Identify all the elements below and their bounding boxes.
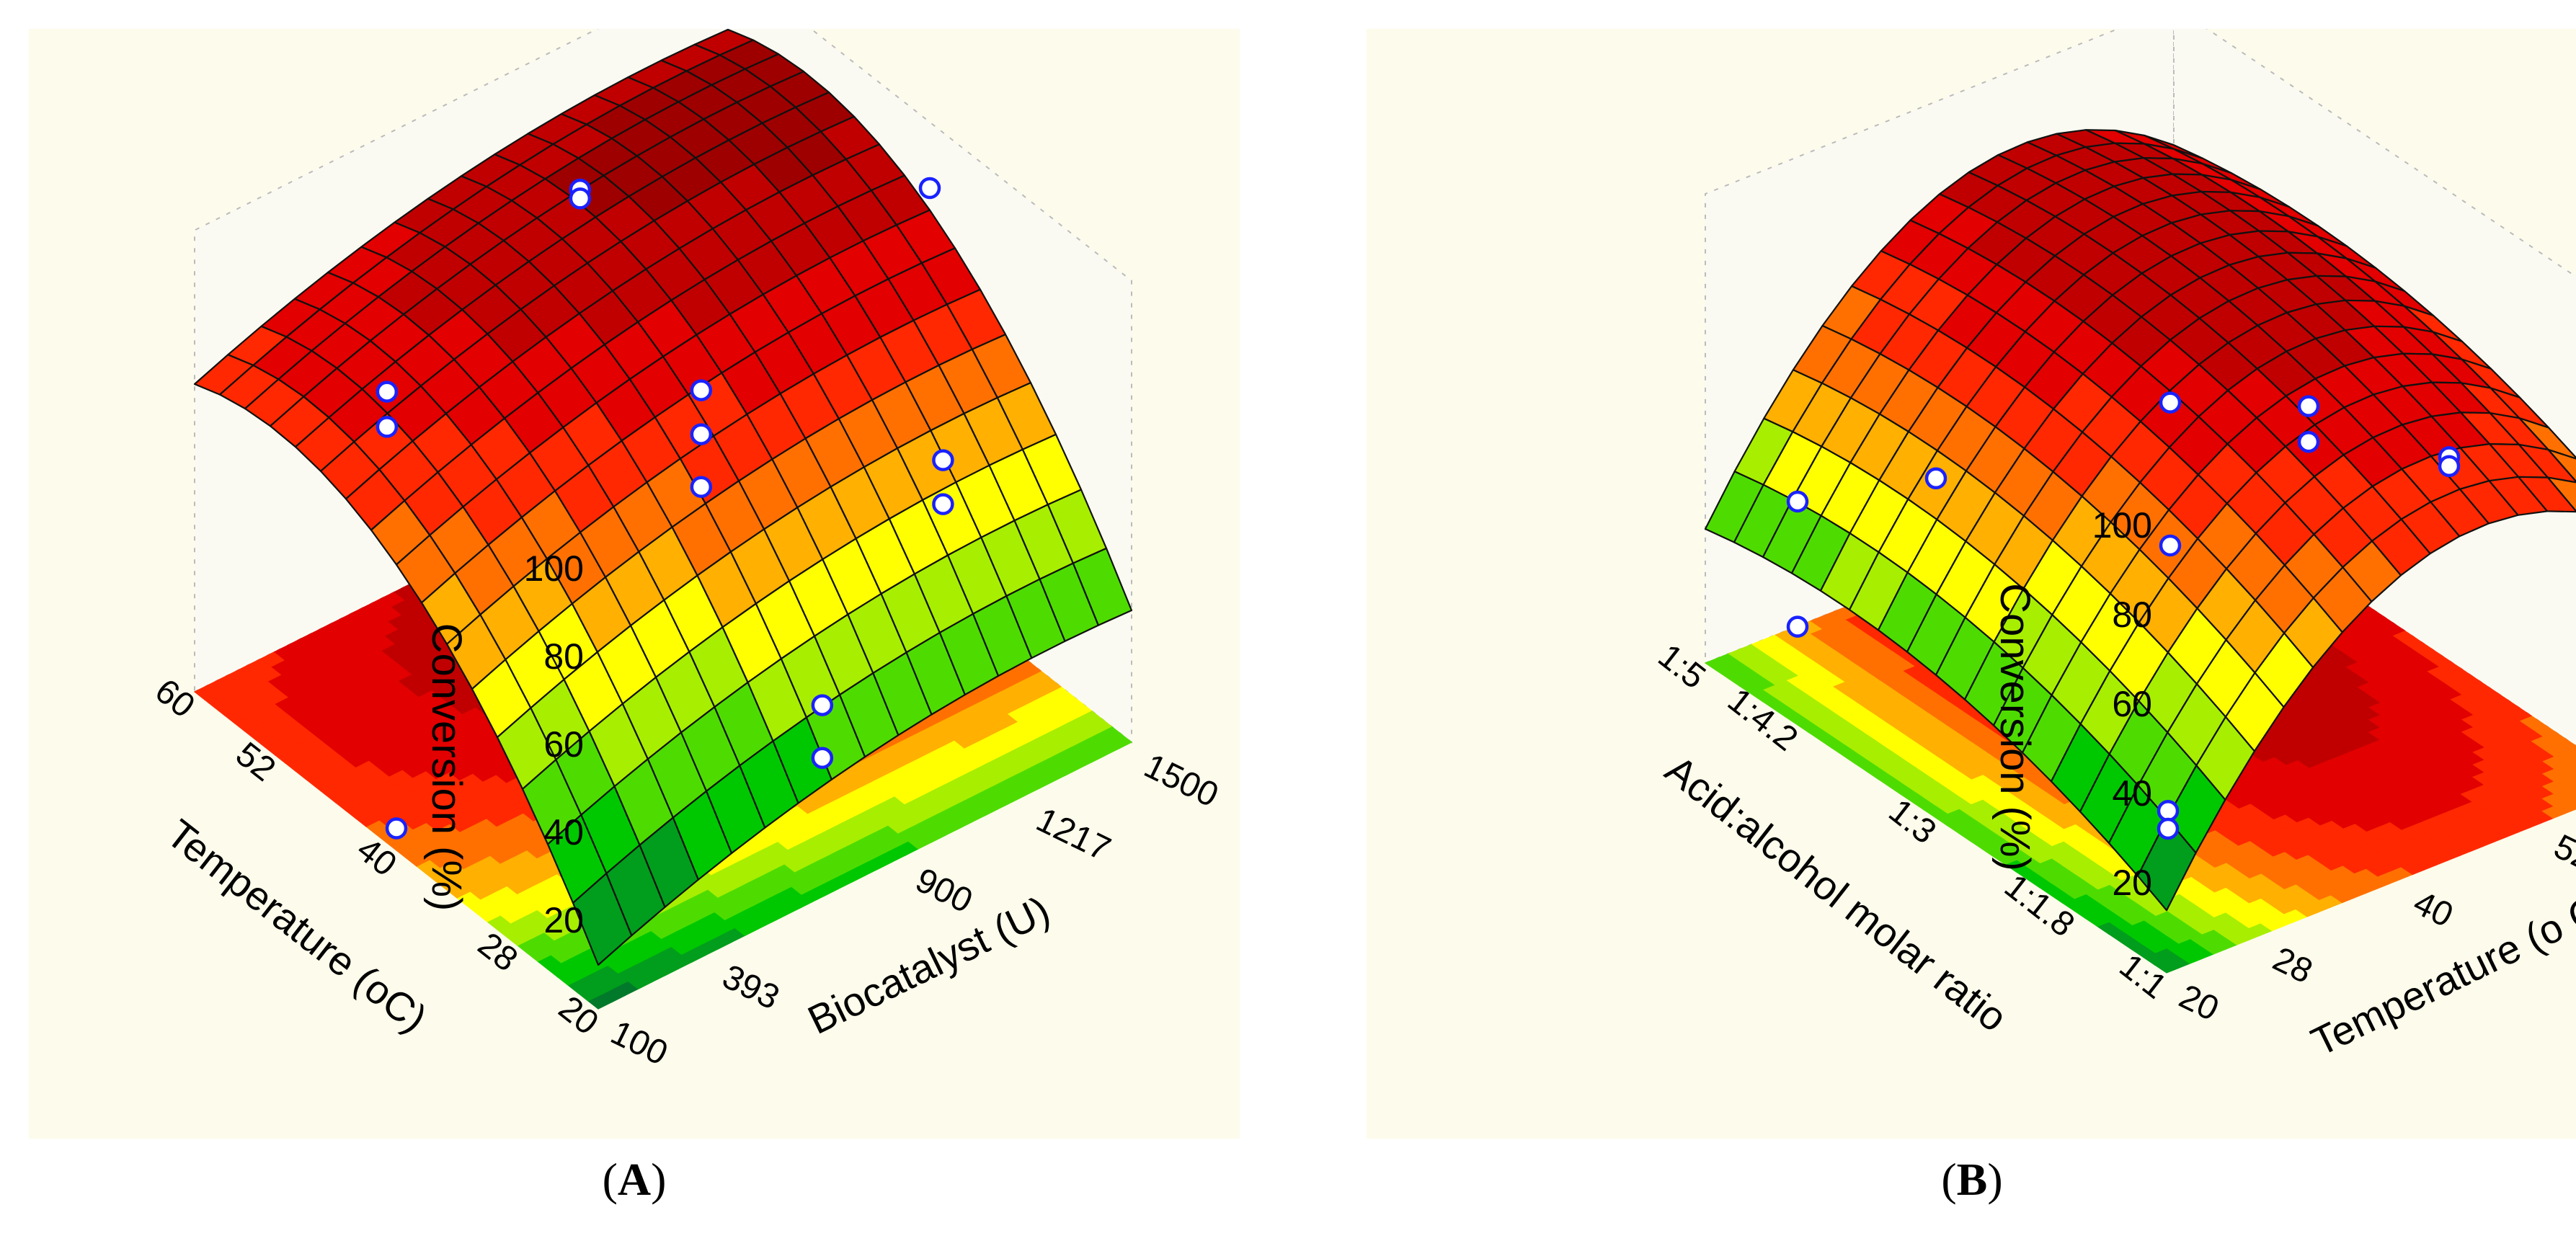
observed-point <box>932 493 954 515</box>
z-tick-label: 100 <box>2092 505 2152 546</box>
observed-point <box>690 379 713 401</box>
floor-cell <box>2564 747 2576 760</box>
x-tick-label: 1217 <box>1031 801 1116 868</box>
z-tick-label: 60 <box>543 724 584 765</box>
x-axis-title: Biocatalyst (U) <box>801 887 1057 1043</box>
observed-point <box>1786 490 1809 513</box>
x-tick-label: 393 <box>716 958 785 1018</box>
observed-point <box>569 187 592 210</box>
floor-cell <box>2564 796 2576 809</box>
y-tick-label: 1:5 <box>1651 637 1713 697</box>
surface-plot-b: 2040608010020284052601:11:1.81:31:4.21:5… <box>1651 29 2576 1064</box>
caption-a: (A) <box>602 1154 667 1205</box>
observed-point <box>1786 615 1809 638</box>
observed-point <box>385 817 408 840</box>
observed-point <box>2159 391 2182 414</box>
floor-cell <box>2564 783 2576 797</box>
observed-point <box>811 747 834 770</box>
observed-point <box>2159 534 2182 557</box>
floor-cell <box>2564 759 2576 772</box>
z-tick-label: 20 <box>2112 863 2152 903</box>
observed-point <box>918 177 941 200</box>
z-tick-label: 40 <box>2112 773 2152 814</box>
observed-point <box>811 694 834 716</box>
z-tick-label: 40 <box>543 812 584 853</box>
caption-b-letter: B <box>1956 1154 1988 1205</box>
floor-cell <box>2564 771 2576 784</box>
observed-point <box>376 416 399 438</box>
x-tick-label: 1500 <box>1138 747 1224 814</box>
z-axis-title: Conversion (%) <box>1991 583 2038 871</box>
observed-point <box>932 449 954 471</box>
caption-b: (B) <box>1941 1154 2003 1205</box>
x-tick-label: 20 <box>2173 977 2224 1028</box>
surface-patch <box>572 872 633 966</box>
observed-point <box>2157 799 2180 822</box>
panel-b: 2040608010020284052601:11:1.81:31:4.21:5… <box>1367 29 2576 1139</box>
caption-a-letter: A <box>617 1154 652 1205</box>
y-tick-label: 60 <box>148 672 202 726</box>
observed-points <box>1786 391 2461 840</box>
z-tick-label: 80 <box>543 636 584 677</box>
observed-point <box>2297 430 2320 453</box>
z-tick-label: 80 <box>2112 595 2152 635</box>
observed-point <box>2157 817 2180 840</box>
x-tick-label: 100 <box>605 1013 673 1073</box>
observed-point <box>2438 455 2461 478</box>
observed-point <box>2297 395 2320 417</box>
z-tick-label: 60 <box>2112 684 2152 724</box>
observed-point <box>690 423 713 445</box>
observed-point <box>690 476 713 499</box>
z-tick-label: 20 <box>543 900 584 940</box>
observed-points <box>376 177 954 840</box>
x-tick-label: 52 <box>2548 827 2576 878</box>
x-tick-label: 40 <box>2407 883 2459 935</box>
observed-point <box>376 380 399 403</box>
z-axis-title: Conversion (%) <box>423 623 470 912</box>
x-tick-label: 900 <box>910 861 978 921</box>
panel-a: 20 40 60 80 100 100 393 900 1217 1500 20 28 40 52 60 Co… <box>29 29 1240 1139</box>
z-tick-label: 100 <box>524 548 584 589</box>
observed-point <box>1924 467 1947 490</box>
x-tick-label: 28 <box>2267 940 2318 991</box>
